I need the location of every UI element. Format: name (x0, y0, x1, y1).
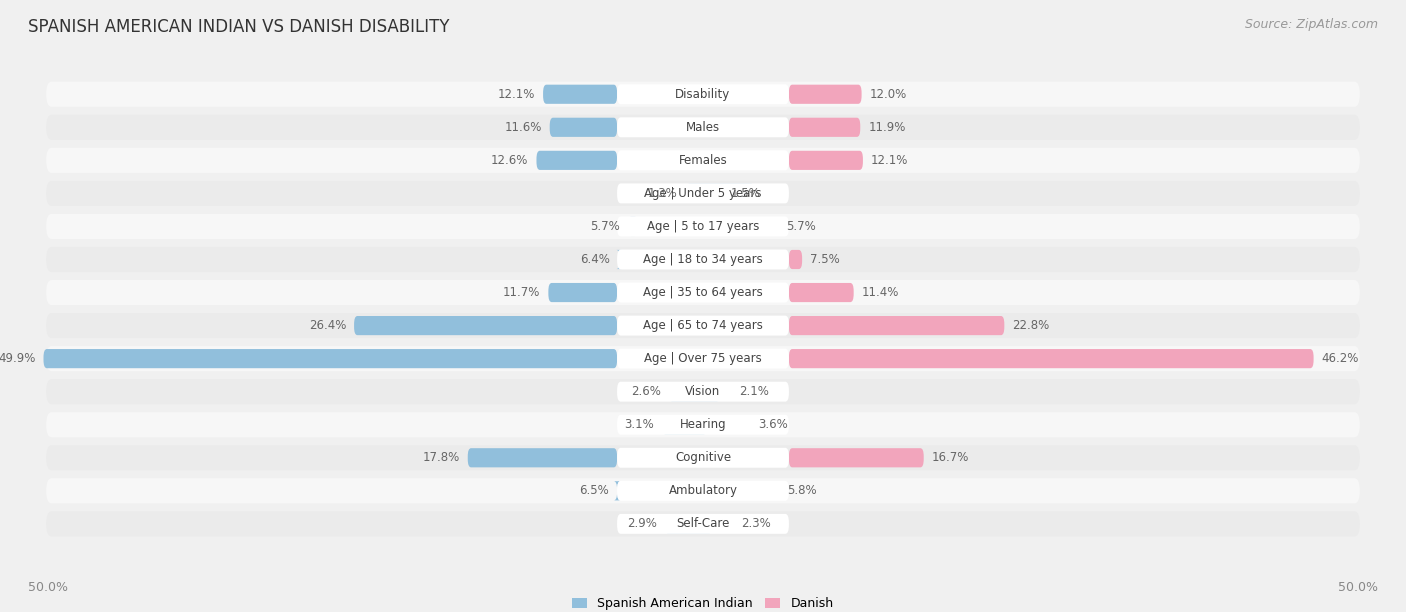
FancyBboxPatch shape (669, 382, 720, 401)
FancyBboxPatch shape (46, 379, 1360, 405)
FancyBboxPatch shape (46, 247, 1360, 272)
Text: Cognitive: Cognitive (675, 451, 731, 465)
FancyBboxPatch shape (617, 184, 789, 203)
Text: 12.0%: 12.0% (869, 88, 907, 101)
FancyBboxPatch shape (46, 313, 1360, 338)
Text: Age | Over 75 years: Age | Over 75 years (644, 352, 762, 365)
FancyBboxPatch shape (46, 280, 1360, 305)
FancyBboxPatch shape (46, 511, 1360, 537)
Text: 12.6%: 12.6% (491, 154, 529, 167)
Text: Self-Care: Self-Care (676, 517, 730, 531)
FancyBboxPatch shape (46, 181, 1360, 206)
FancyBboxPatch shape (46, 478, 1360, 504)
Legend: Spanish American Indian, Danish: Spanish American Indian, Danish (568, 592, 838, 612)
FancyBboxPatch shape (46, 346, 1360, 371)
FancyBboxPatch shape (46, 81, 1360, 107)
Text: 1.3%: 1.3% (648, 187, 678, 200)
Text: 16.7%: 16.7% (932, 451, 969, 465)
Text: Age | 65 to 74 years: Age | 65 to 74 years (643, 319, 763, 332)
FancyBboxPatch shape (46, 114, 1360, 140)
FancyBboxPatch shape (662, 415, 707, 435)
Text: 11.7%: 11.7% (503, 286, 540, 299)
Text: Ambulatory: Ambulatory (668, 484, 738, 498)
Text: 12.1%: 12.1% (498, 88, 536, 101)
FancyBboxPatch shape (616, 250, 621, 269)
Text: 2.6%: 2.6% (631, 385, 661, 398)
FancyBboxPatch shape (789, 349, 1313, 368)
FancyBboxPatch shape (789, 118, 860, 137)
FancyBboxPatch shape (46, 412, 1360, 438)
Text: Age | 5 to 17 years: Age | 5 to 17 years (647, 220, 759, 233)
FancyBboxPatch shape (537, 151, 617, 170)
FancyBboxPatch shape (665, 514, 713, 534)
FancyBboxPatch shape (617, 250, 789, 269)
FancyBboxPatch shape (617, 118, 789, 137)
Text: 46.2%: 46.2% (1322, 352, 1360, 365)
Text: 49.9%: 49.9% (0, 352, 35, 365)
FancyBboxPatch shape (686, 184, 755, 203)
FancyBboxPatch shape (617, 382, 789, 401)
FancyBboxPatch shape (789, 84, 862, 104)
FancyBboxPatch shape (617, 514, 789, 534)
Text: 26.4%: 26.4% (309, 319, 346, 332)
FancyBboxPatch shape (617, 217, 789, 236)
Text: 2.3%: 2.3% (741, 517, 770, 531)
Text: 6.5%: 6.5% (579, 484, 609, 498)
FancyBboxPatch shape (44, 349, 617, 368)
FancyBboxPatch shape (789, 448, 924, 468)
Text: 11.9%: 11.9% (868, 121, 905, 134)
FancyBboxPatch shape (550, 118, 617, 137)
Text: 7.5%: 7.5% (810, 253, 839, 266)
FancyBboxPatch shape (548, 283, 617, 302)
FancyBboxPatch shape (789, 151, 863, 170)
Text: SPANISH AMERICAN INDIAN VS DANISH DISABILITY: SPANISH AMERICAN INDIAN VS DANISH DISABI… (28, 18, 450, 36)
Text: 5.8%: 5.8% (787, 484, 817, 498)
Text: Source: ZipAtlas.com: Source: ZipAtlas.com (1244, 18, 1378, 31)
Text: 3.1%: 3.1% (624, 418, 654, 431)
FancyBboxPatch shape (617, 316, 789, 335)
FancyBboxPatch shape (617, 481, 789, 501)
FancyBboxPatch shape (46, 445, 1360, 471)
FancyBboxPatch shape (789, 316, 1004, 335)
Text: 11.4%: 11.4% (862, 286, 898, 299)
Text: Hearing: Hearing (679, 418, 727, 431)
Text: 50.0%: 50.0% (1339, 581, 1378, 594)
FancyBboxPatch shape (617, 84, 789, 104)
FancyBboxPatch shape (614, 481, 620, 501)
Text: 6.4%: 6.4% (581, 253, 610, 266)
Text: 5.7%: 5.7% (591, 220, 620, 233)
FancyBboxPatch shape (789, 250, 801, 269)
Text: 22.8%: 22.8% (1012, 319, 1049, 332)
FancyBboxPatch shape (617, 283, 789, 302)
FancyBboxPatch shape (617, 349, 789, 368)
Text: 17.8%: 17.8% (423, 451, 460, 465)
Text: Age | 35 to 64 years: Age | 35 to 64 years (643, 286, 763, 299)
FancyBboxPatch shape (354, 316, 617, 335)
Text: 12.1%: 12.1% (870, 154, 908, 167)
FancyBboxPatch shape (543, 84, 617, 104)
Text: 1.5%: 1.5% (731, 187, 761, 200)
FancyBboxPatch shape (617, 415, 789, 435)
FancyBboxPatch shape (617, 151, 789, 170)
Text: 2.9%: 2.9% (627, 517, 657, 531)
FancyBboxPatch shape (627, 217, 638, 236)
Text: 2.1%: 2.1% (738, 385, 769, 398)
Text: Females: Females (679, 154, 727, 167)
Text: Age | 18 to 34 years: Age | 18 to 34 years (643, 253, 763, 266)
Text: Vision: Vision (685, 385, 721, 398)
Text: Age | Under 5 years: Age | Under 5 years (644, 187, 762, 200)
FancyBboxPatch shape (46, 147, 1360, 173)
FancyBboxPatch shape (617, 448, 789, 468)
FancyBboxPatch shape (789, 283, 853, 302)
Text: 3.6%: 3.6% (758, 418, 789, 431)
Text: 50.0%: 50.0% (28, 581, 67, 594)
Text: 11.6%: 11.6% (505, 121, 541, 134)
FancyBboxPatch shape (468, 448, 617, 468)
Text: Disability: Disability (675, 88, 731, 101)
Text: 5.7%: 5.7% (786, 220, 815, 233)
FancyBboxPatch shape (46, 214, 1360, 239)
Text: Males: Males (686, 121, 720, 134)
